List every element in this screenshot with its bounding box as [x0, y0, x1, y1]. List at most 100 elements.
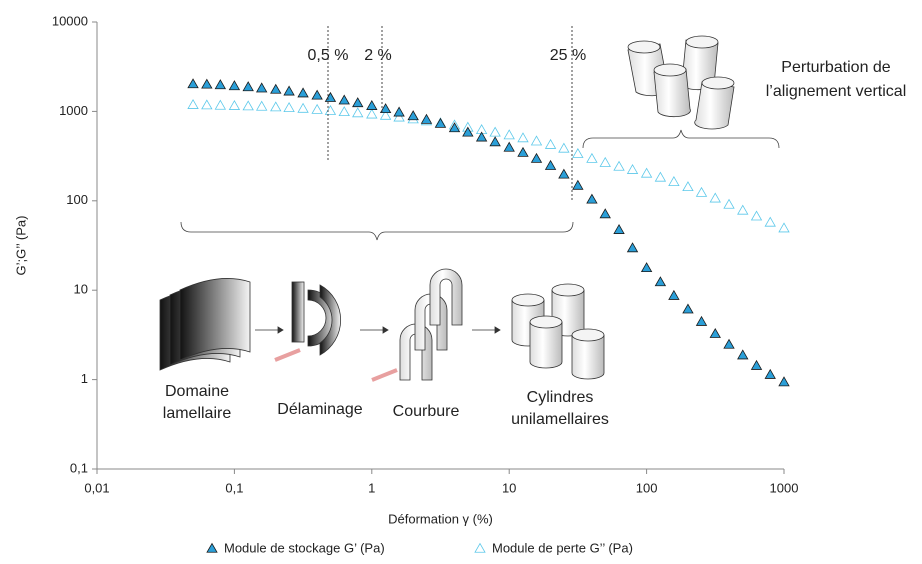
data-point: [187, 99, 199, 109]
y-axis-label: G’;G’’ (Pa): [13, 216, 28, 276]
data-point: [530, 152, 543, 163]
data-point: [420, 113, 433, 124]
data-point: [324, 104, 337, 115]
y-tick-label: 0,1: [70, 460, 88, 475]
y-tick-label: 10000: [52, 13, 88, 28]
y-tick-label: 10: [74, 282, 88, 297]
x-tick-label: 10: [502, 480, 516, 495]
data-point: [187, 78, 199, 89]
data-point: [366, 108, 378, 119]
data-point: [201, 99, 213, 110]
data-point: [352, 97, 364, 108]
data-point: [723, 338, 735, 349]
data-point: [214, 99, 227, 110]
perturbation-label: l’alignement vertical: [766, 83, 907, 100]
data-point: [379, 109, 392, 120]
data-point: [489, 126, 501, 137]
data-point: [737, 204, 749, 215]
data-point: [448, 122, 461, 133]
data-point: [311, 103, 323, 114]
data-point: [503, 129, 515, 140]
data-point: [626, 242, 639, 253]
legend-marker: [474, 542, 486, 553]
data-point: [544, 159, 557, 170]
brace: [180, 221, 574, 241]
data-point: [778, 222, 790, 233]
data-point: [256, 100, 268, 111]
data-point: [214, 79, 227, 90]
x-tick-label: 1000: [770, 480, 799, 495]
annotation: 2 %: [364, 47, 392, 64]
data-point: [668, 176, 680, 187]
perturbation-label: Perturbation de: [781, 59, 891, 76]
data-point: [723, 198, 735, 209]
data-point: [613, 160, 625, 171]
data-point: [201, 78, 213, 89]
data-point: [407, 110, 419, 121]
stage-label: unilamellaires: [511, 411, 609, 428]
annotation: 25 %: [550, 47, 586, 64]
data-point: [695, 315, 708, 326]
data-point: [270, 101, 282, 112]
data-point: [228, 80, 241, 91]
data-point: [462, 126, 474, 137]
stage-label: lamellaire: [163, 405, 232, 422]
x-axis-label: Déformation γ (%): [388, 511, 493, 526]
data-point: [352, 107, 364, 118]
curvature-icon: [371, 268, 463, 382]
data-point: [517, 146, 529, 157]
data-point: [297, 102, 309, 113]
data-point: [393, 111, 405, 122]
legend-label: Module de perte G’’ (Pa): [492, 540, 633, 555]
data-point: [338, 94, 350, 105]
data-point: [640, 167, 653, 178]
x-tick-label: 100: [636, 480, 658, 495]
data-point: [750, 359, 763, 370]
stage-label: Cylindres: [527, 389, 594, 406]
data-point: [586, 193, 598, 204]
data-point: [695, 186, 708, 197]
x-tick-label: 0,1: [225, 480, 243, 495]
brace: [582, 129, 780, 149]
tilted-cylinders-icon: [627, 35, 735, 130]
data-point: [764, 216, 776, 227]
data-point: [668, 289, 680, 300]
data-point: [270, 83, 282, 94]
data-point: [475, 131, 488, 142]
data-point: [558, 142, 570, 153]
cylinders-icon: [511, 283, 605, 380]
data-point: [338, 106, 350, 117]
y-tick-label: 100: [66, 192, 88, 207]
data-point: [599, 208, 611, 219]
data-point: [626, 164, 639, 174]
data-point: [778, 376, 790, 387]
data-point: [709, 192, 721, 203]
data-point: [228, 99, 241, 110]
data-point: [558, 168, 570, 179]
data-point: [572, 147, 584, 158]
delamination-icon: [274, 281, 341, 362]
data-point: [530, 135, 543, 146]
legend-marker: [206, 542, 218, 553]
stage-label: Délaminage: [277, 401, 362, 418]
legend-label: Module de stockage G’ (Pa): [224, 540, 385, 555]
data-point: [599, 156, 611, 167]
illustrations: [159, 35, 780, 382]
data-point: [640, 262, 653, 273]
stage-label: Courbure: [393, 403, 460, 420]
data-point: [379, 103, 392, 114]
data-point: [737, 349, 749, 360]
data-point: [242, 100, 254, 111]
data-point: [613, 223, 625, 234]
data-point: [283, 102, 295, 112]
data-point: [709, 327, 721, 338]
data-point: [503, 141, 515, 152]
y-tick-label: 1: [81, 371, 88, 386]
data-point: [544, 138, 557, 149]
y-tick-label: 1000: [59, 103, 88, 118]
data-point: [366, 99, 378, 110]
data-point: [297, 87, 309, 98]
data-point: [283, 85, 295, 96]
data-point: [242, 81, 254, 92]
